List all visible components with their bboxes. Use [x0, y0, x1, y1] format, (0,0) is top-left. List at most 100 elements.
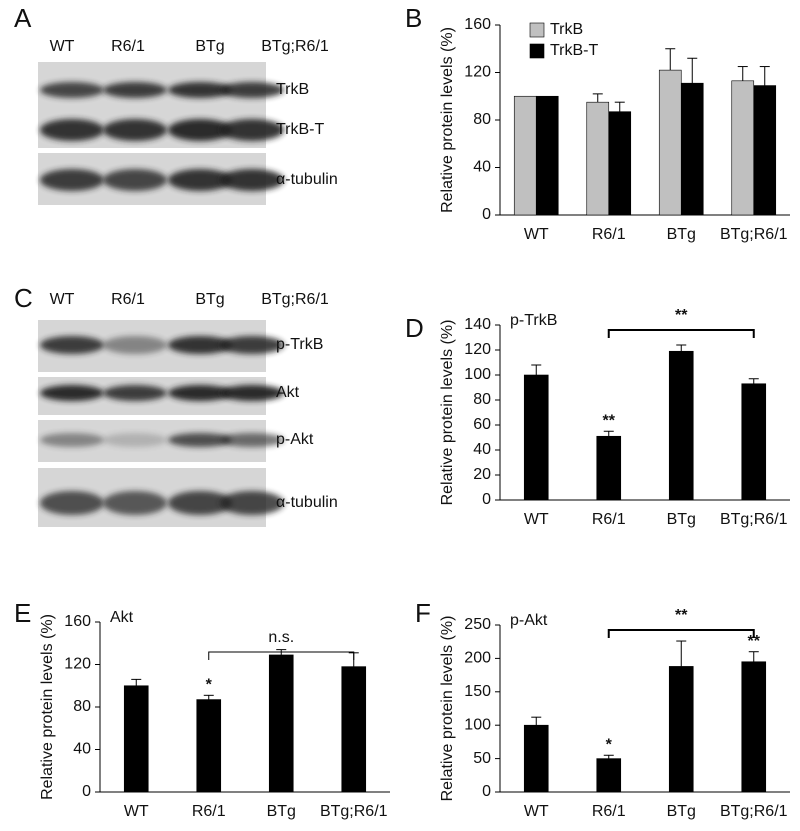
- y-axis-label: Relative protein levels (%): [439, 320, 456, 506]
- y-axis-label: Relative protein levels (%): [39, 614, 56, 800]
- blot-band: [168, 385, 232, 401]
- blot-band: [103, 491, 167, 515]
- y-tick-label: 0: [482, 783, 491, 800]
- significance-label: *: [606, 736, 613, 753]
- lane-label: BTg;R6/1: [261, 38, 329, 55]
- comparison-bracket: [208, 651, 355, 660]
- bar: [668, 666, 694, 793]
- band-label: TrkB-T: [276, 121, 325, 138]
- x-tick-label: WT: [124, 803, 149, 820]
- lane-label: R6/1: [111, 291, 145, 308]
- x-tick-label: BTg;R6/1: [320, 803, 388, 820]
- chart-title: p-Akt: [510, 612, 548, 629]
- bar: [341, 666, 367, 793]
- x-tick-label: BTg;R6/1: [720, 511, 788, 528]
- bar: [596, 758, 622, 793]
- y-tick-label: 40: [473, 441, 491, 458]
- lane-label: WT: [50, 291, 75, 308]
- y-tick-label: 80: [73, 698, 91, 715]
- band-label: p-Akt: [276, 431, 314, 448]
- y-tick-label: 160: [64, 613, 91, 630]
- blot-band: [168, 119, 232, 141]
- blot-band: [103, 119, 167, 141]
- blot-band: [103, 385, 167, 401]
- panel-letter: F: [415, 598, 431, 628]
- lane-label: WT: [50, 38, 75, 55]
- panel-letter: D: [405, 313, 424, 343]
- bar: [586, 101, 610, 216]
- y-tick-label: 100: [464, 716, 491, 733]
- band-label: p-TrkB: [276, 336, 323, 353]
- panel-letter: B: [405, 3, 422, 33]
- x-tick-label: BTg: [667, 511, 696, 528]
- blot-band: [220, 82, 284, 98]
- significance-label: **: [603, 412, 616, 429]
- x-tick-label: R6/1: [592, 803, 626, 820]
- x-tick-label: R6/1: [192, 803, 226, 820]
- y-tick-label: 0: [482, 206, 491, 223]
- y-tick-label: 200: [464, 650, 491, 667]
- blot-band: [220, 491, 284, 515]
- band-label: Akt: [276, 384, 300, 401]
- y-axis-label: Relative protein levels (%): [439, 27, 456, 213]
- blot-band: [168, 491, 232, 515]
- blot-band: [103, 169, 167, 191]
- y-tick-label: 80: [473, 111, 491, 128]
- y-tick-label: 80: [473, 391, 491, 408]
- x-tick-label: BTg;R6/1: [720, 803, 788, 820]
- x-tick-label: WT: [524, 226, 549, 243]
- blot-band: [168, 433, 232, 447]
- blot-band: [40, 82, 104, 98]
- y-tick-label: 60: [473, 416, 491, 433]
- bar: [680, 82, 704, 216]
- y-tick-label: 120: [464, 341, 491, 358]
- bar: [196, 699, 222, 793]
- panel-letter: A: [14, 3, 32, 33]
- x-tick-label: BTg;R6/1: [720, 226, 788, 243]
- x-tick-label: R6/1: [592, 226, 626, 243]
- blot-band: [220, 169, 284, 191]
- x-tick-label: R6/1: [592, 511, 626, 528]
- bar: [268, 654, 294, 793]
- blot-band: [168, 169, 232, 191]
- y-tick-label: 50: [473, 750, 491, 767]
- y-tick-label: 100: [464, 366, 491, 383]
- bar: [608, 111, 632, 216]
- y-tick-label: 40: [473, 159, 491, 176]
- chart-title: Akt: [110, 609, 134, 626]
- comparison-bracket: [607, 329, 755, 338]
- y-tick-label: 120: [64, 656, 91, 673]
- lane-label: BTg;R6/1: [261, 291, 329, 308]
- band-label: TrkB: [276, 81, 309, 98]
- bar: [668, 350, 694, 501]
- x-tick-label: BTg: [667, 803, 696, 820]
- legend-label: TrkB: [550, 21, 583, 38]
- blot-band: [40, 119, 104, 141]
- blot-band: [220, 433, 284, 447]
- bar: [523, 724, 549, 793]
- significance-label: *: [206, 677, 213, 694]
- x-tick-label: WT: [524, 511, 549, 528]
- legend-swatch: [529, 43, 545, 59]
- panel-letter: E: [14, 598, 31, 628]
- y-tick-label: 250: [464, 616, 491, 633]
- lane-label: BTg: [195, 38, 224, 55]
- blot-band: [168, 82, 232, 98]
- bar: [596, 435, 622, 501]
- y-tick-label: 140: [464, 316, 491, 333]
- y-tick-label: 150: [464, 683, 491, 700]
- bar: [535, 95, 559, 216]
- blot-band: [40, 385, 104, 401]
- y-tick-label: 160: [464, 16, 491, 33]
- blot-band: [220, 385, 284, 401]
- bar: [731, 80, 755, 216]
- comparison-label: n.s.: [268, 629, 294, 646]
- blot-band: [40, 169, 104, 191]
- y-tick-label: 20: [473, 466, 491, 483]
- y-tick-label: 40: [73, 741, 91, 758]
- blot-band: [220, 119, 284, 141]
- y-axis-label: Relative protein levels (%): [439, 616, 456, 802]
- bar: [741, 383, 767, 501]
- x-tick-label: BTg: [267, 803, 296, 820]
